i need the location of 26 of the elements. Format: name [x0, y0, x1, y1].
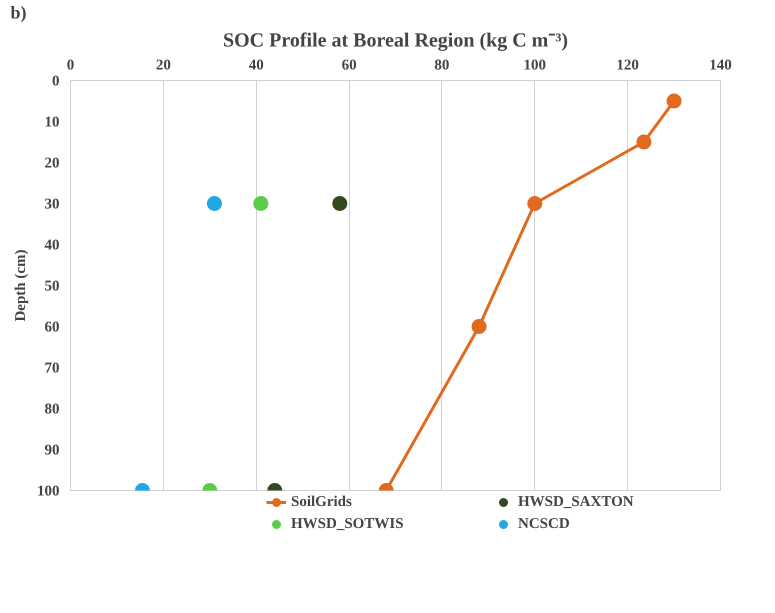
x-tick-label: 80 [434, 58, 450, 74]
legend-label: HWSD_SAXTON [518, 494, 635, 510]
chart-title: SOC Profile at Boreal Region (kg C m⁻³) [223, 30, 568, 52]
legend-label: SoilGrids [291, 494, 353, 510]
x-tick-label: 20 [156, 58, 171, 74]
legend-label: NCSCD [518, 516, 571, 532]
legend-label: HWSD_SOTWIS [291, 516, 405, 532]
y-tick-label: 40 [44, 238, 60, 254]
text: b) [10, 2, 27, 22]
y-tick-label: 0 [52, 74, 60, 90]
y-tick-label: 60 [44, 320, 60, 336]
y-tick-label: 50 [44, 278, 60, 294]
y-tick-label: 80 [44, 402, 60, 418]
y-tick-label: 20 [44, 156, 60, 172]
x-tick-label: 60 [342, 58, 357, 74]
x-tick-label: 40 [248, 58, 264, 74]
y-tick-label: 70 [44, 360, 60, 376]
y-tick-label: 90 [44, 442, 60, 458]
y-axis-title: Depth (cm) [13, 249, 29, 322]
y-tick-label: 30 [44, 196, 60, 212]
x-tick-label: 140 [709, 58, 732, 74]
y-tick-label: 10 [44, 114, 60, 130]
x-tick-label: 120 [616, 58, 639, 74]
x-tick-label: 0 [66, 58, 74, 74]
x-tick-label: 100 [524, 58, 546, 74]
y-tick-label: 100 [37, 484, 60, 500]
